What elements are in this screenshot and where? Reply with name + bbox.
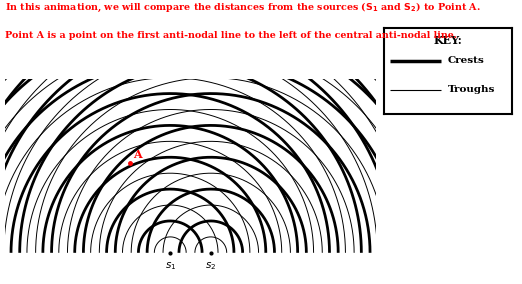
Text: Troughs: Troughs: [447, 85, 495, 94]
Text: $s_1$: $s_1$: [164, 260, 176, 272]
Text: A: A: [133, 149, 142, 160]
Text: Point A is a point on the first anti-nodal line to the left of the central anti-: Point A is a point on the first anti-nod…: [5, 31, 457, 40]
Text: $s_2$: $s_2$: [205, 260, 217, 272]
Text: Crests: Crests: [447, 56, 484, 65]
Text: KEY:: KEY:: [433, 35, 462, 46]
Text: In this animation, we will compare the distances from the sources ($\mathbf{S_1}: In this animation, we will compare the d…: [5, 1, 481, 14]
